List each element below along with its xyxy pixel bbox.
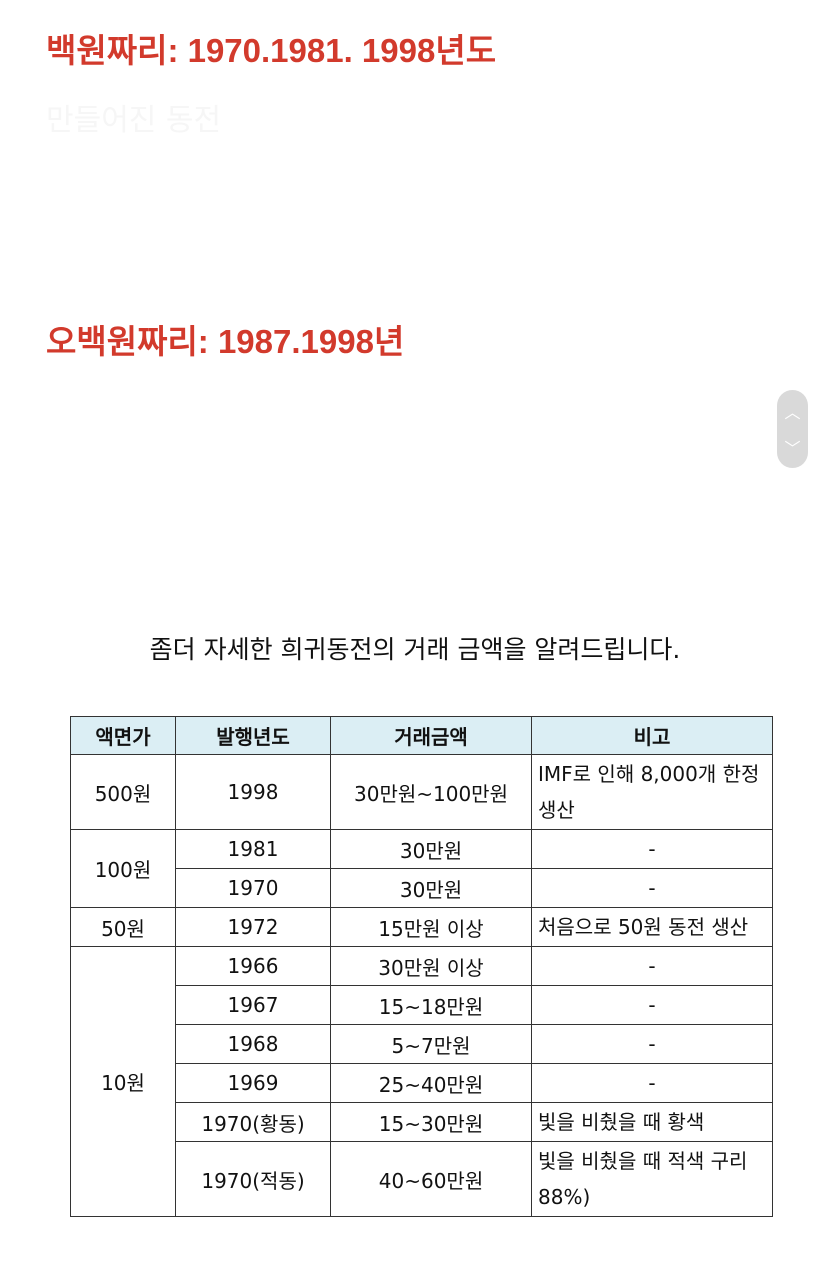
- remark: -: [531, 946, 773, 986]
- header-cell: 거래금액: [330, 716, 532, 755]
- header-cell: 비고: [531, 716, 773, 755]
- scroll-control[interactable]: ︿ ﹀: [777, 390, 808, 468]
- table-row: 1970(적동) 40~60만원 빛을 비췄을 때 적색 구리 88%): [71, 1141, 773, 1217]
- table-row: 500원 1998 30만원~100만원 IMF로 인해 8,000개 한정생산: [70, 754, 773, 830]
- year: 1966: [175, 946, 331, 986]
- face-value: 100원: [70, 829, 176, 908]
- price: 40~60만원: [330, 1141, 532, 1217]
- header-row: 액면가 발행년도 거래금액 비고: [70, 716, 773, 755]
- year: 1981: [175, 829, 331, 869]
- table-row: 1968 5~7만원 -: [71, 1024, 773, 1064]
- price: 25~40만원: [330, 1063, 532, 1103]
- year: 1970(적동): [175, 1141, 331, 1217]
- header-cell: 액면가: [70, 716, 176, 755]
- year: 1970: [175, 868, 331, 908]
- face-value: 10원: [70, 946, 176, 1217]
- remark: -: [531, 985, 773, 1025]
- face-value: 500원: [70, 754, 176, 830]
- faded-text: 만들어진 동전: [46, 103, 222, 138]
- heading: 오백원짜리: 1987.1998년: [46, 323, 405, 360]
- table-row: 1970 30만원 -: [71, 868, 773, 908]
- table-row: 1967 15~18만원 -: [71, 985, 773, 1025]
- remark: -: [531, 868, 773, 908]
- year: 1972: [175, 907, 331, 947]
- year: 1970(황동): [175, 1102, 331, 1142]
- remark: -: [531, 829, 773, 869]
- table-row: 100원 1981 30만원 -: [70, 829, 773, 908]
- price: 5~7만원: [330, 1024, 532, 1064]
- price: 30만원~100만원: [330, 754, 532, 830]
- remark: -: [531, 1024, 773, 1064]
- table-row: 50원 1972 15만원 이상 처음으로 50원 동전 생산: [70, 907, 773, 947]
- price: 15~18만원: [330, 985, 532, 1025]
- year: 1967: [175, 985, 331, 1025]
- year: 1969: [175, 1063, 331, 1103]
- intro: 좀더 자세한 희귀동전의 거래 금액을 알려드립니다.: [149, 635, 681, 664]
- remark: 빛을 비췄을 때 황색: [531, 1102, 773, 1142]
- heading: 백원짜리: 1970.1981. 1998년도: [46, 32, 497, 69]
- price: 30만원 이상: [330, 946, 532, 986]
- year: 1998: [175, 754, 331, 830]
- price-table: 액면가 발행년도 거래금액 비고 500원 1998 30만원~100만원 IMF로 인해 …: [70, 716, 773, 1217]
- price: 15~30만원: [330, 1102, 532, 1142]
- header-cell: 발행년도: [175, 716, 331, 755]
- price: 30만원: [330, 868, 532, 908]
- price: 15만원 이상: [330, 907, 532, 947]
- table-row: 1970(황동) 15~30만원 빛을 비췄을 때 황색: [71, 1102, 773, 1142]
- table-row: 10원 1966 30만원 이상 -: [70, 946, 773, 1217]
- price: 30만원: [330, 829, 532, 869]
- table-row: 1969 25~40만원 -: [71, 1063, 773, 1103]
- year: 1968: [175, 1024, 331, 1064]
- face-value: 50원: [70, 907, 176, 947]
- remark: -: [531, 1063, 773, 1103]
- remark: IMF로 인해 8,000개 한정생산: [531, 754, 773, 830]
- remark: 빛을 비췄을 때 적색 구리 88%): [531, 1141, 773, 1217]
- remark: 처음으로 50원 동전 생산: [531, 907, 773, 947]
